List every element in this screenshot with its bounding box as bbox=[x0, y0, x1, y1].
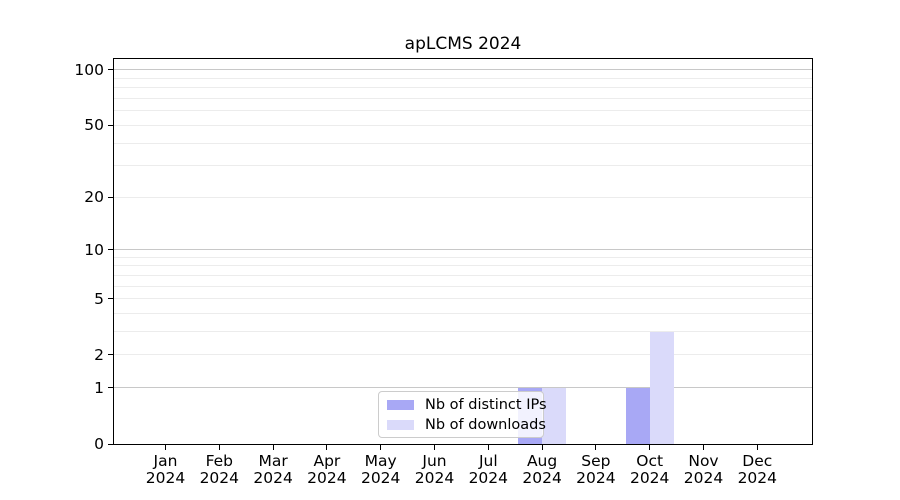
minor-gridline-6 bbox=[114, 285, 812, 287]
y-tick-label-0: 0 bbox=[94, 435, 104, 453]
x-tick-label-may: May 2024 bbox=[360, 452, 401, 487]
minor-gridline-5 bbox=[114, 298, 812, 300]
y-tick-label-1: 1 bbox=[94, 378, 104, 397]
y-tick-label-2: 2 bbox=[94, 345, 104, 364]
x-tick-mark-dec bbox=[756, 444, 758, 450]
x-tick-mark-nov bbox=[703, 444, 704, 450]
chart-title: apLCMS 2024 bbox=[404, 34, 522, 54]
minor-gridline-30 bbox=[114, 165, 812, 167]
minor-gridline-40 bbox=[114, 142, 812, 144]
minor-gridline-20 bbox=[114, 196, 812, 198]
y-tick-label-50: 50 bbox=[84, 116, 104, 135]
plot-area bbox=[113, 58, 813, 445]
minor-gridline-70 bbox=[114, 98, 812, 100]
x-tick-label-feb: Feb 2024 bbox=[199, 452, 240, 487]
x-tick-label-mar: Mar 2024 bbox=[253, 452, 293, 487]
minor-gridline-7 bbox=[114, 274, 812, 276]
x-tick-mark-aug bbox=[541, 444, 543, 450]
x-tick-mark-jan bbox=[165, 444, 166, 450]
x-tick-label-jun: Jun 2024 bbox=[414, 452, 455, 487]
legend-item-downloads: Nb of downloads bbox=[387, 417, 546, 433]
bar-downloads-oct bbox=[649, 331, 674, 444]
minor-gridline-2 bbox=[114, 354, 812, 356]
y-tick-mark-100 bbox=[108, 69, 114, 71]
y-tick-mark-0 bbox=[108, 443, 114, 445]
x-tick-mark-apr bbox=[326, 444, 328, 450]
y-tick-mark-20 bbox=[108, 196, 114, 198]
y-tick-mark-2 bbox=[108, 354, 114, 356]
legend: Nb of distinct IPs Nb of downloads bbox=[378, 391, 547, 438]
legend-swatch-distinct-ips bbox=[387, 399, 414, 410]
bar-distinct-ips-oct bbox=[625, 387, 650, 444]
x-tick-mark-jul bbox=[487, 444, 489, 450]
minor-gridline-8 bbox=[114, 265, 812, 267]
minor-gridline-3 bbox=[114, 331, 812, 333]
y-tick-mark-50 bbox=[108, 124, 114, 126]
x-tick-label-jan: Jan 2024 bbox=[145, 452, 186, 487]
x-tick-mark-sep bbox=[595, 444, 597, 450]
bar-downloads-aug bbox=[542, 387, 567, 444]
minor-gridline-80 bbox=[114, 87, 812, 89]
y-tick-label-100: 100 bbox=[74, 60, 104, 79]
y-tick-label-5: 5 bbox=[94, 289, 104, 308]
minor-gridline-90 bbox=[114, 77, 812, 79]
y-tick-label-10: 10 bbox=[84, 240, 104, 259]
y-tick-mark-10 bbox=[108, 249, 114, 251]
major-gridline-10 bbox=[114, 249, 812, 251]
major-gridline-1 bbox=[114, 387, 812, 389]
x-tick-label-nov: Nov 2024 bbox=[683, 452, 724, 487]
minor-gridline-50 bbox=[114, 124, 812, 126]
legend-label-distinct-ips: Nb of distinct IPs bbox=[425, 396, 547, 413]
minor-gridline-9 bbox=[114, 256, 812, 258]
x-tick-mark-oct bbox=[649, 444, 651, 450]
x-tick-mark-mar bbox=[272, 444, 274, 450]
legend-label-downloads: Nb of downloads bbox=[425, 416, 546, 433]
legend-swatch-downloads bbox=[387, 419, 414, 430]
y-tick-mark-5 bbox=[108, 298, 114, 300]
y-tick-mark-1 bbox=[108, 387, 114, 389]
legend-item-distinct-ips: Nb of distinct IPs bbox=[387, 397, 547, 413]
x-tick-label-aug: Aug 2024 bbox=[522, 452, 562, 487]
x-tick-label-apr: Apr 2024 bbox=[307, 452, 347, 487]
minor-gridline-60 bbox=[114, 110, 812, 112]
x-tick-mark-feb bbox=[218, 444, 220, 450]
x-tick-label-jul: Jul 2024 bbox=[468, 452, 509, 487]
x-tick-mark-may bbox=[380, 444, 382, 450]
x-tick-label-oct: Oct 2024 bbox=[629, 452, 670, 487]
y-tick-label-20: 20 bbox=[84, 188, 104, 207]
major-gridline-100 bbox=[114, 69, 812, 71]
minor-gridline-4 bbox=[114, 313, 812, 315]
x-tick-mark-jun bbox=[434, 444, 435, 450]
x-tick-label-sep: Sep 2024 bbox=[576, 452, 616, 487]
x-tick-label-dec: Dec 2024 bbox=[737, 452, 778, 487]
